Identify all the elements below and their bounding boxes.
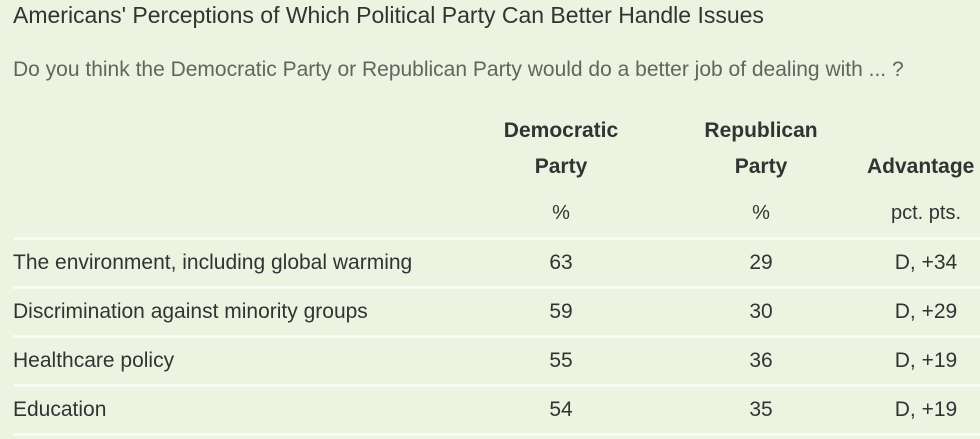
issue-label: Education: [13, 398, 107, 421]
advantage-value: D, +34: [894, 251, 958, 274]
table-row: Discrimination against minority groups 5…: [0, 289, 980, 335]
democratic-value: 55: [549, 349, 573, 372]
issue-label: Healthcare policy: [13, 349, 175, 372]
row-divider: [13, 286, 980, 289]
democratic-value: 63: [549, 251, 573, 274]
table-row: Education 54 35 D, +19: [0, 387, 980, 433]
issue-label: Discrimination against minority groups: [13, 300, 368, 323]
header-divider: [13, 237, 980, 240]
header-democratic-unit: %: [552, 202, 570, 224]
header-democratic-line1: Democratic: [503, 119, 619, 142]
row-divider: [13, 335, 980, 338]
header-advantage-line1: Advantage: [867, 155, 975, 178]
advantage-value: D, +29: [894, 300, 958, 323]
table-title: Americans' Perceptions of Which Politica…: [13, 2, 764, 28]
table-row: Healthcare policy 55 36 D, +19: [0, 338, 980, 384]
row-divider: [13, 384, 980, 387]
header-democratic-line2: Party: [534, 155, 588, 178]
header-republican-line2: Party: [734, 155, 788, 178]
advantage-value: D, +19: [894, 349, 958, 372]
republican-value: 29: [749, 251, 773, 274]
table-subtitle: Do you think the Democratic Party or Rep…: [13, 58, 904, 81]
table-row: The environment, including global warmin…: [0, 240, 980, 286]
row-divider: [13, 433, 980, 436]
democratic-value: 59: [549, 300, 573, 323]
republican-value: 35: [749, 398, 773, 421]
republican-value: 30: [749, 300, 773, 323]
issue-label: The environment, including global warmin…: [13, 251, 413, 274]
democratic-value: 54: [549, 398, 573, 421]
header-republican-line1: Republican: [704, 119, 818, 142]
header-advantage-unit: pct. pts.: [890, 202, 962, 224]
advantage-value: D, +19: [894, 398, 958, 421]
header-republican-unit: %: [752, 202, 770, 224]
republican-value: 36: [749, 349, 773, 372]
